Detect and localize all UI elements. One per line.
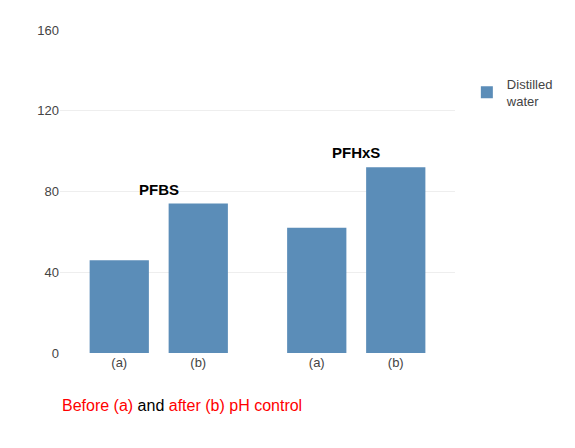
svg-text:80: 80 [45,184,59,199]
svg-text:120: 120 [37,103,59,118]
svg-text:Before (a) and after (b) pH co: Before (a) and after (b) pH control [62,397,302,414]
svg-text:(a): (a) [309,355,325,370]
svg-text:(b): (b) [388,355,404,370]
svg-text:(a): (a) [111,355,127,370]
svg-text:PFBS: PFBS [139,181,179,198]
svg-text:0: 0 [52,346,59,361]
svg-text:40: 40 [45,265,59,280]
svg-text:Distilledwater: Distilledwater [506,77,553,109]
svg-text:PFHxS: PFHxS [332,144,380,161]
svg-text:160: 160 [37,23,59,38]
svg-text:(b): (b) [190,355,206,370]
